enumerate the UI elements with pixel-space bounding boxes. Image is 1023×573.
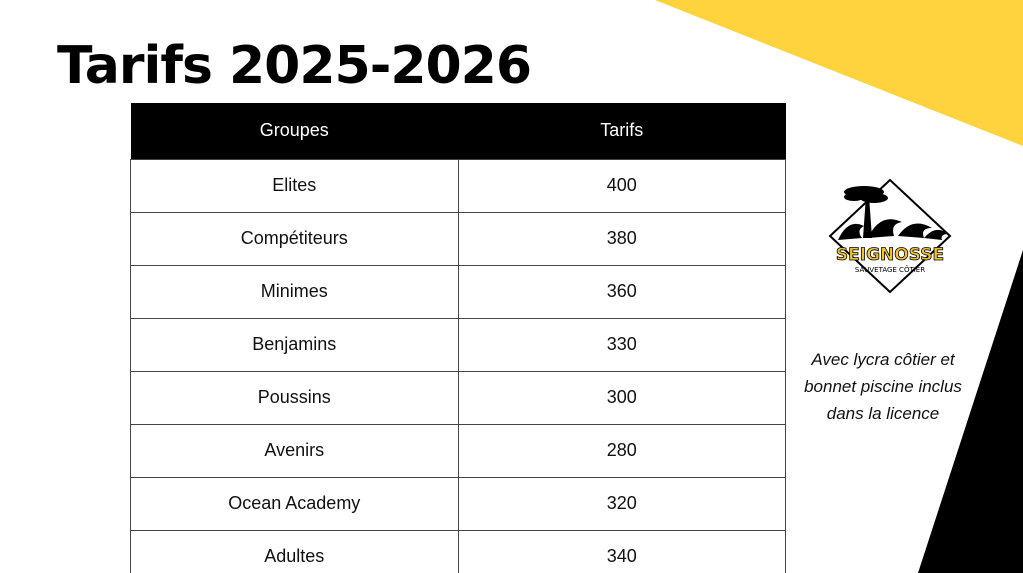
logo-tagline: SAUVETAGE CÔTIER	[855, 265, 925, 274]
group-cell: Adultes	[130, 529, 459, 573]
price-cell: 280	[457, 423, 787, 478]
group-cell: Elites	[130, 158, 459, 213]
header-tarifs: Tarifs	[458, 103, 786, 159]
group-cell: Ocean Academy	[130, 476, 459, 531]
price-cell: 340	[457, 529, 787, 573]
table-row: Compétiteurs 380	[130, 211, 787, 266]
note-line: Avec lycra côtier et	[811, 350, 955, 369]
note-line: bonnet piscine inclus	[804, 377, 962, 396]
table-row: Benjamins 330	[130, 317, 787, 372]
pricing-table: Groupes Tarifs Elites 400 Compétiteurs 3…	[130, 103, 787, 573]
licence-note: Avec lycra côtier et bonnet piscine incl…	[790, 346, 976, 427]
table-row: Poussins 300	[130, 370, 787, 425]
table-header-row: Groupes Tarifs	[130, 103, 786, 159]
table-row: Minimes 360	[130, 264, 787, 319]
table-row: Elites 400	[130, 158, 787, 213]
price-cell: 320	[457, 476, 787, 531]
page-title: Tarifs 2025-2026	[57, 36, 532, 96]
seignosse-logo: SEIGNOSSE SAUVETAGE CÔTIER	[828, 178, 952, 294]
price-cell: 360	[457, 264, 787, 319]
group-cell: Poussins	[130, 370, 459, 425]
table-row: Avenirs 280	[130, 423, 787, 478]
note-line: dans la licence	[826, 404, 940, 423]
header-groupes: Groupes	[130, 103, 459, 159]
group-cell: Compétiteurs	[130, 211, 459, 266]
pine-tree-wave-icon	[838, 186, 948, 240]
logo-name: SEIGNOSSE	[836, 245, 944, 265]
group-cell: Avenirs	[130, 423, 459, 478]
price-cell: 380	[457, 211, 787, 266]
price-cell: 300	[457, 370, 787, 425]
price-cell: 400	[457, 158, 787, 213]
group-cell: Benjamins	[130, 317, 459, 372]
table-row: Adultes 340	[130, 529, 787, 573]
group-cell: Minimes	[130, 264, 459, 319]
table-row: Ocean Academy 320	[130, 476, 787, 531]
price-cell: 330	[457, 317, 787, 372]
